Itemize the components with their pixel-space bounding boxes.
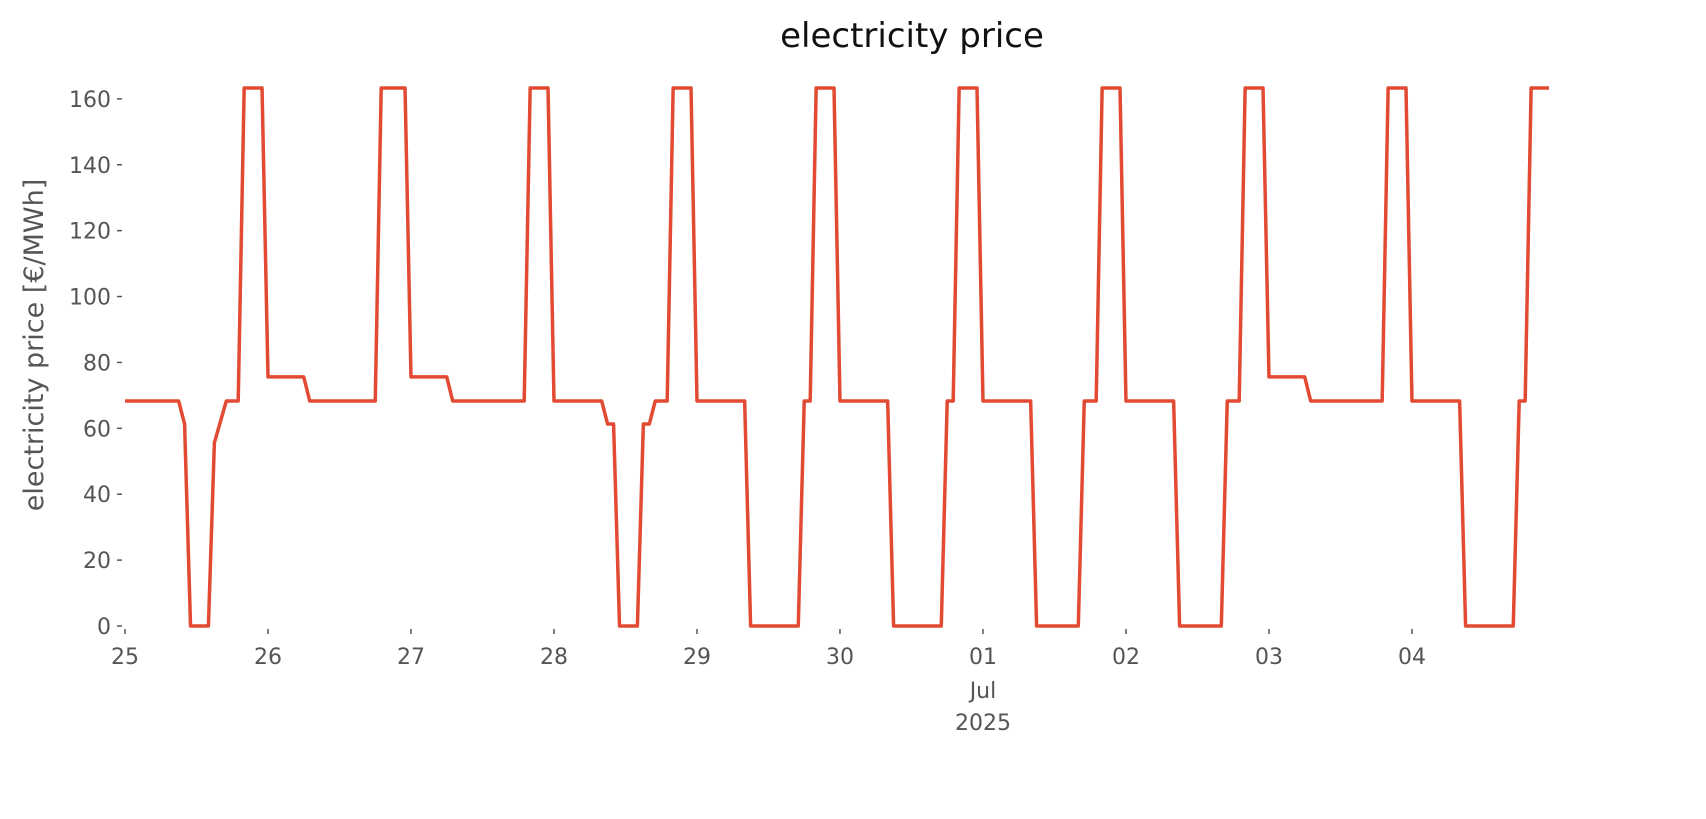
x-tick-label: 30 <box>826 645 854 670</box>
x-sublabel: 2025 <box>955 711 1011 736</box>
y-tick-label: 120 <box>69 220 111 245</box>
y-axis-label: electricity price [€/MWh] <box>19 179 50 511</box>
x-tick-label: 04 <box>1398 645 1426 670</box>
y-tick-label: 140 <box>69 154 111 179</box>
y-tick-label: 80 <box>83 351 111 376</box>
price-line <box>125 86 1549 628</box>
x-tick-label: 03 <box>1255 645 1283 670</box>
y-tick-label: 20 <box>83 549 111 574</box>
x-tick-label: 01 <box>969 645 997 670</box>
x-tick-label: 02 <box>1112 645 1140 670</box>
y-tick-label: 0 <box>97 615 111 640</box>
x-tick-label: 26 <box>254 645 282 670</box>
x-tick-label: 28 <box>540 645 568 670</box>
x-tick-label: 29 <box>683 645 711 670</box>
x-tick-label: 27 <box>397 645 425 670</box>
y-tick-label: 40 <box>83 483 111 508</box>
x-sublabel: Jul <box>968 679 997 704</box>
y-tick-label: 100 <box>69 286 111 311</box>
chart-title: electricity price <box>780 16 1044 56</box>
x-tick-label: 25 <box>111 645 139 670</box>
y-tick-label: 60 <box>83 417 111 442</box>
y-tick-label: 160 <box>69 88 111 113</box>
